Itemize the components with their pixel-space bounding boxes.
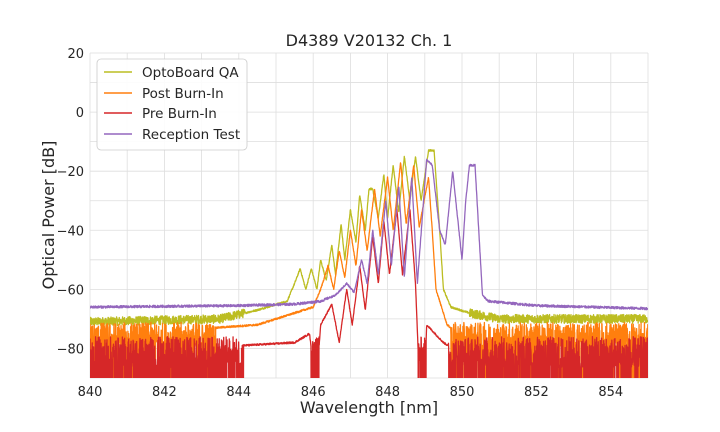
x-tick-label: 840 <box>78 385 103 400</box>
series-line-reception-test <box>90 158 648 311</box>
y-tick-label: −40 <box>57 224 84 239</box>
x-tick-labels: 840 842 844 846 848 850 852 854 <box>78 385 624 400</box>
y-tick-label: −80 <box>57 342 84 357</box>
legend-label-post-burn-in: Post Burn-In <box>142 86 224 102</box>
x-tick-label: 842 <box>152 385 177 400</box>
x-axis-label: Wavelength [nm] <box>300 398 438 417</box>
x-tick-label: 852 <box>524 385 549 400</box>
y-tick-labels: 20 0 −20 −40 −60 −80 <box>57 47 84 357</box>
x-tick-label: 854 <box>598 385 623 400</box>
series-line-optoboard-qa <box>90 149 648 327</box>
series-group <box>90 149 648 378</box>
chart-title: D4389 V20132 Ch. 1 <box>286 31 453 50</box>
legend-label-reception-test: Reception Test <box>142 127 240 143</box>
x-tick-label: 850 <box>450 385 475 400</box>
legend-label-optoboard: OptoBoard QA <box>142 65 239 81</box>
legend: OptoBoard QA Post Burn-In Pre Burn-In Re… <box>96 58 248 151</box>
x-tick-label: 846 <box>301 385 326 400</box>
y-tick-label: 0 <box>76 106 84 121</box>
series-line-pre-burn-in <box>90 208 648 378</box>
y-axis-label: Optical Power [dB] <box>39 141 58 290</box>
y-tick-label: −60 <box>57 283 84 298</box>
y-tick-label: −20 <box>57 165 84 180</box>
y-tick-label: 20 <box>67 47 84 62</box>
x-tick-label: 844 <box>226 385 251 400</box>
legend-label-pre-burn-in: Pre Burn-In <box>142 106 217 122</box>
x-tick-label: 848 <box>375 385 400 400</box>
legend-frame <box>96 58 248 151</box>
